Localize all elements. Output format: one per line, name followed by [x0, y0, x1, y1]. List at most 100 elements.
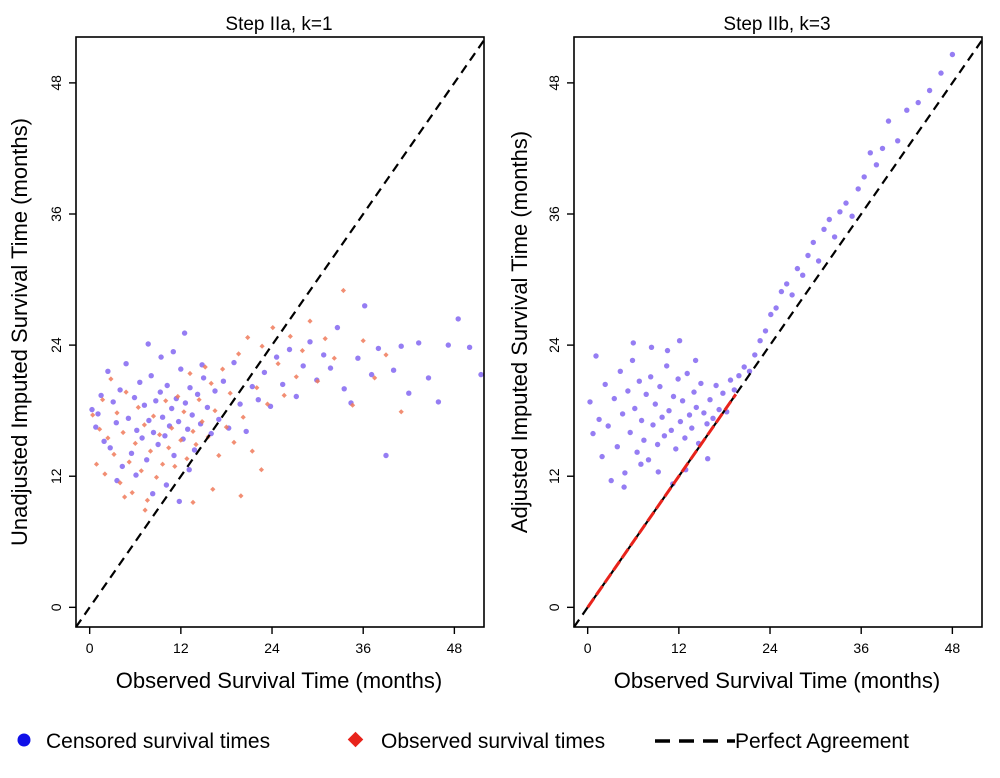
censored-point [466, 344, 473, 350]
observed-point [169, 425, 175, 431]
censored-point [686, 412, 693, 418]
observed-point [100, 397, 106, 403]
censored-point [617, 368, 623, 374]
censored-point [255, 397, 261, 403]
observed-point [184, 456, 190, 462]
observed-point [245, 334, 251, 341]
panel-step-iib: Step IIb, k=3 0 12 24 36 48 0 12 24 36 48 Observ… [507, 14, 983, 693]
censored-point [821, 226, 827, 232]
observed-point [216, 452, 222, 459]
perfect-agreement-line [75, 39, 485, 628]
censored-point [293, 393, 299, 400]
y-tick-label: 48 [546, 75, 562, 91]
x-tick-label: 48 [945, 640, 961, 656]
censored-point [716, 406, 722, 413]
censored-point [416, 340, 422, 346]
censored-point [904, 107, 910, 113]
observed-point [275, 361, 281, 367]
censored-point [212, 388, 218, 394]
observed-point [398, 409, 404, 415]
observed-point [196, 397, 202, 403]
censored-point [164, 382, 170, 389]
censored-point [611, 395, 617, 402]
observed-point [258, 467, 264, 473]
observed-point [157, 432, 163, 438]
x-tick-label: 24 [762, 640, 778, 656]
censored-point [398, 343, 404, 349]
observed-point [153, 474, 160, 480]
censored-point [128, 450, 135, 456]
censored-point [171, 452, 177, 459]
observed-point [322, 336, 328, 342]
observed-point [90, 412, 96, 418]
censored-point [784, 281, 790, 287]
observed-point [270, 325, 276, 331]
observed-point [144, 497, 150, 503]
censored-point [191, 447, 198, 453]
censored-point [698, 380, 704, 387]
censored-point [341, 386, 347, 392]
censored-point [162, 433, 168, 439]
censored-point [125, 415, 132, 421]
observed-point [135, 404, 141, 410]
censored-point [383, 452, 389, 459]
censored-point [307, 339, 313, 345]
censored-point [204, 404, 211, 411]
observed-point [129, 490, 135, 496]
censored-point [187, 385, 193, 391]
observed-point [220, 366, 226, 372]
y-axis: 0 12 24 36 48 [48, 75, 76, 611]
censored-point [189, 412, 195, 418]
censored-point [220, 378, 227, 384]
censored-point [707, 397, 713, 403]
observed-point [190, 428, 196, 434]
censored-point [645, 457, 652, 463]
censored-point [89, 406, 95, 413]
x-axis-title: Observed Survival Time (months) [116, 668, 442, 693]
censored-point [778, 288, 785, 295]
censored-point [689, 425, 695, 431]
censored-point [93, 424, 99, 430]
censored-point [826, 216, 832, 223]
plot-points [89, 287, 484, 513]
censored-point [885, 118, 892, 124]
observed-point [126, 459, 132, 465]
censored-point [169, 405, 175, 412]
censored-point [710, 415, 716, 421]
legend-agreement-label: Perfect Agreement [735, 730, 909, 753]
censored-point [163, 482, 170, 488]
censored-point [596, 416, 602, 423]
censored-point [133, 472, 139, 478]
censored-point [131, 394, 138, 401]
x-tick-label: 36 [853, 640, 869, 656]
censored-point [231, 359, 237, 366]
censored-point [731, 387, 737, 393]
censored-point [148, 373, 154, 379]
y-tick-label: 0 [546, 603, 562, 611]
censored-point [593, 353, 599, 359]
observed-point [281, 392, 287, 398]
observed-point [172, 463, 178, 469]
observed-point [208, 380, 214, 386]
observed-point [331, 355, 337, 361]
observed-point [259, 343, 265, 349]
censored-point [159, 414, 166, 420]
censored-point [200, 375, 207, 381]
observed-point [223, 424, 229, 430]
observed-point [105, 435, 111, 441]
censored-point [182, 400, 189, 406]
censored-point [630, 340, 636, 346]
observed-point [187, 370, 193, 377]
observed-point [181, 409, 187, 415]
observed-point [227, 390, 233, 396]
censored-point [727, 377, 734, 383]
censored-point [375, 345, 382, 352]
censored-point [701, 410, 707, 416]
censored-point [362, 303, 368, 309]
censored-point [123, 361, 129, 367]
censored-point [661, 433, 668, 439]
censored-point [720, 390, 726, 396]
censored-point [682, 435, 688, 441]
censored-point [137, 379, 143, 385]
